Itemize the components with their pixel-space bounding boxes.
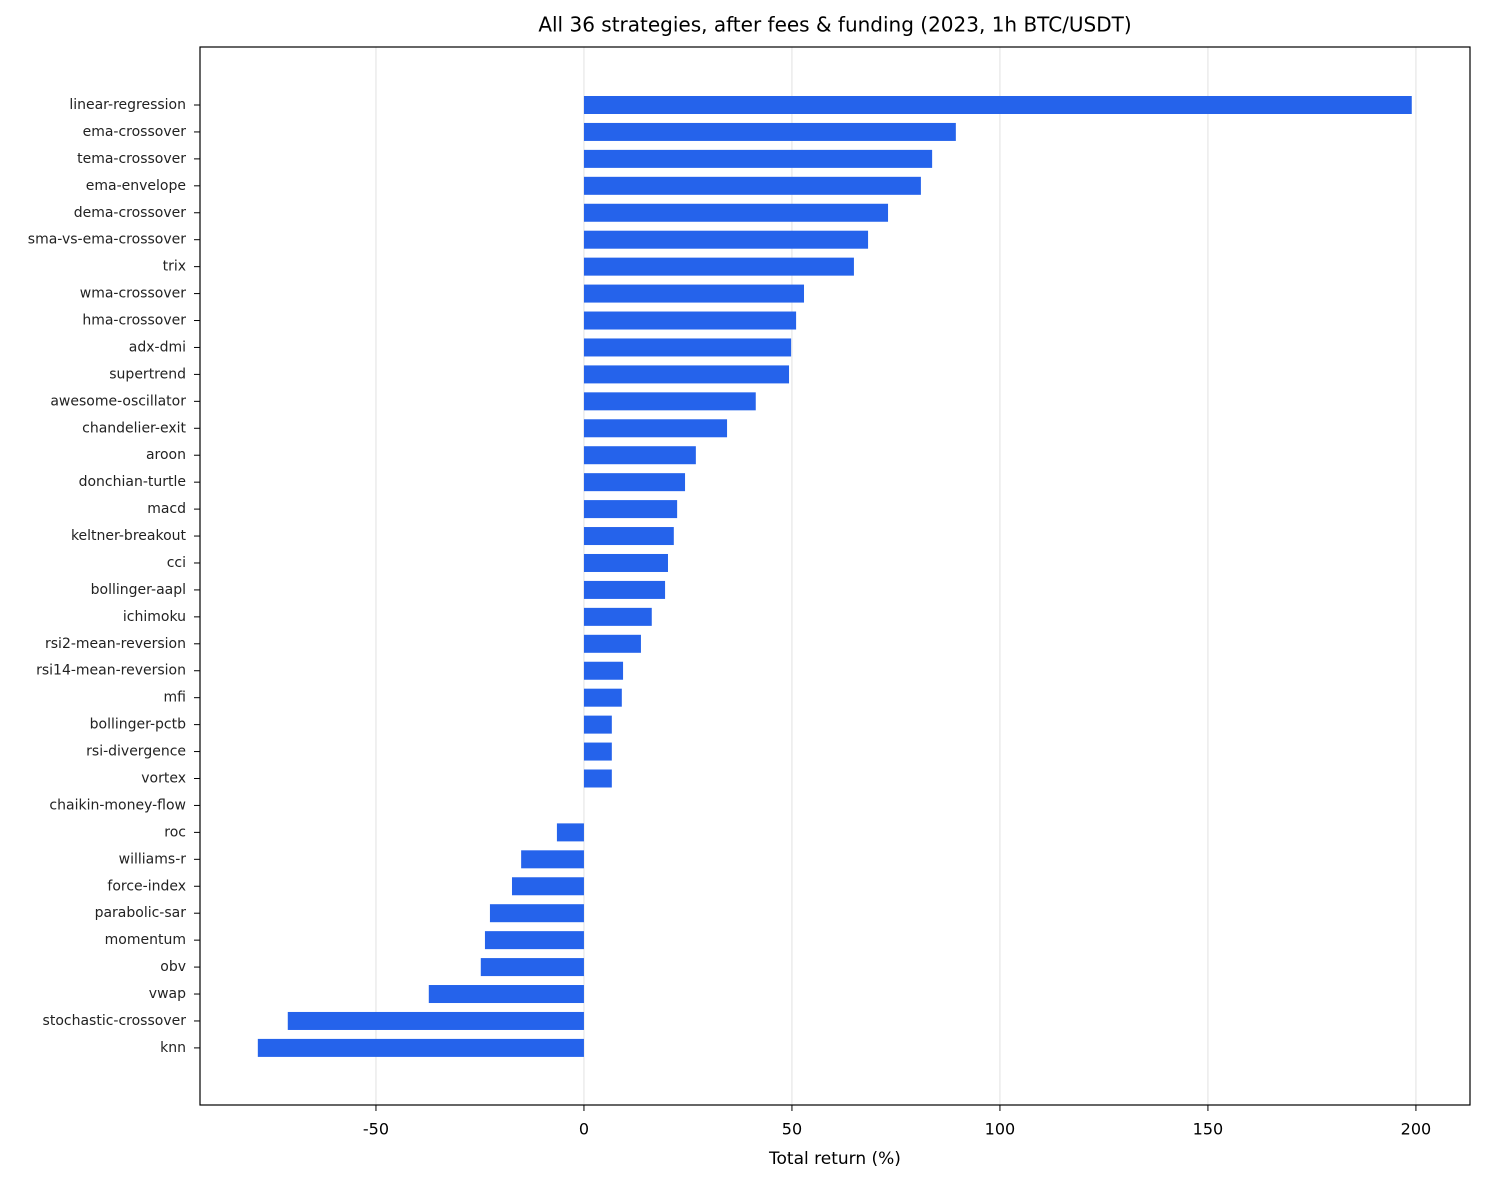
y-tick-label: donchian-turtle [79, 474, 186, 490]
y-tick-label: wma-crossover [80, 286, 186, 302]
bar [257, 1038, 584, 1057]
bar [583, 96, 1412, 114]
bar [583, 715, 612, 734]
y-tick-label: momentum [105, 932, 186, 948]
bar [583, 527, 674, 546]
plot-frame [199, 46, 1471, 1106]
y-tick-label: parabolic-sar [95, 905, 187, 921]
y-tick-label: rsi-divergence [86, 744, 186, 760]
y-tick-label: stochastic-crossover [43, 1013, 187, 1029]
y-tick-label: ichimoku [123, 609, 186, 625]
bar [583, 769, 612, 788]
bar [583, 392, 756, 411]
bar [583, 634, 641, 653]
y-tick-label: vortex [141, 771, 186, 787]
bar [583, 230, 869, 249]
bar [583, 149, 933, 168]
x-tick-label: 150 [1193, 1120, 1224, 1139]
y-tick-label: ema-crossover [83, 124, 187, 140]
bar [583, 580, 666, 599]
y-tick-label: rsi2-mean-reversion [45, 636, 186, 652]
bar [583, 500, 678, 519]
bar [484, 931, 584, 950]
x-axis-label: Total return (%) [768, 1149, 901, 1169]
y-tick-label: trix [163, 259, 186, 275]
y-tick-label: williams-r [119, 851, 187, 867]
y-tick-label: dema-crossover [74, 205, 187, 221]
y-tick-label: chandelier-exit [82, 420, 186, 436]
y-tick-label: bollinger-aapl [91, 582, 186, 598]
y-tick-label: rsi14-mean-reversion [36, 663, 186, 679]
x-tick-label: 100 [985, 1120, 1016, 1139]
y-tick-label: adx-dmi [129, 339, 186, 355]
y-tick-label: tema-crossover [77, 151, 186, 167]
bar [556, 823, 584, 842]
bar [583, 553, 668, 572]
bar [583, 203, 889, 222]
bar [583, 446, 696, 465]
bar [511, 877, 584, 896]
y-tick-label: chaikin-money-flow [49, 797, 186, 813]
y-tick-label: obv [160, 959, 186, 975]
y-tick-label: macd [147, 501, 186, 517]
y-tick-label: sma-vs-ema-crossover [28, 232, 186, 248]
bar [521, 850, 584, 869]
x-tick-label: 50 [782, 1120, 802, 1139]
bar [287, 1011, 584, 1030]
bar [480, 958, 584, 977]
y-tick-label: force-index [107, 878, 186, 894]
bar [583, 688, 622, 707]
bar [583, 365, 790, 384]
y-tick-label: awesome-oscillator [50, 393, 186, 409]
chart-title: All 36 strategies, after fees & funding … [538, 13, 1131, 37]
y-tick-label: keltner-breakout [71, 528, 187, 544]
y-tick-label: linear-regression [69, 97, 186, 113]
bar [428, 985, 584, 1004]
y-tick-label: mfi [164, 690, 186, 706]
bar [583, 257, 854, 276]
bar [583, 176, 921, 195]
x-tick-label: -50 [363, 1120, 389, 1139]
bar [583, 607, 652, 626]
bar [583, 122, 956, 141]
y-tick-label: supertrend [109, 366, 186, 382]
y-tick-label: cci [167, 555, 186, 571]
x-tick-label: 0 [579, 1120, 589, 1139]
y-tick-label: hma-crossover [82, 313, 186, 329]
y-tick-label: knn [160, 1040, 186, 1056]
y-tick-label: vwap [149, 986, 186, 1002]
bar [583, 419, 728, 438]
y-tick-label: bollinger-pctb [90, 717, 186, 733]
x-tick-label: 200 [1401, 1120, 1432, 1139]
bar [583, 311, 797, 330]
y-tick-label: roc [164, 824, 186, 840]
bar [583, 473, 686, 492]
y-tick-label: ema-envelope [86, 178, 186, 194]
y-tick-label: aroon [146, 447, 186, 463]
bar [583, 338, 792, 357]
bar [583, 742, 612, 761]
bar [489, 904, 584, 923]
bar [583, 284, 805, 303]
bar [583, 661, 624, 680]
